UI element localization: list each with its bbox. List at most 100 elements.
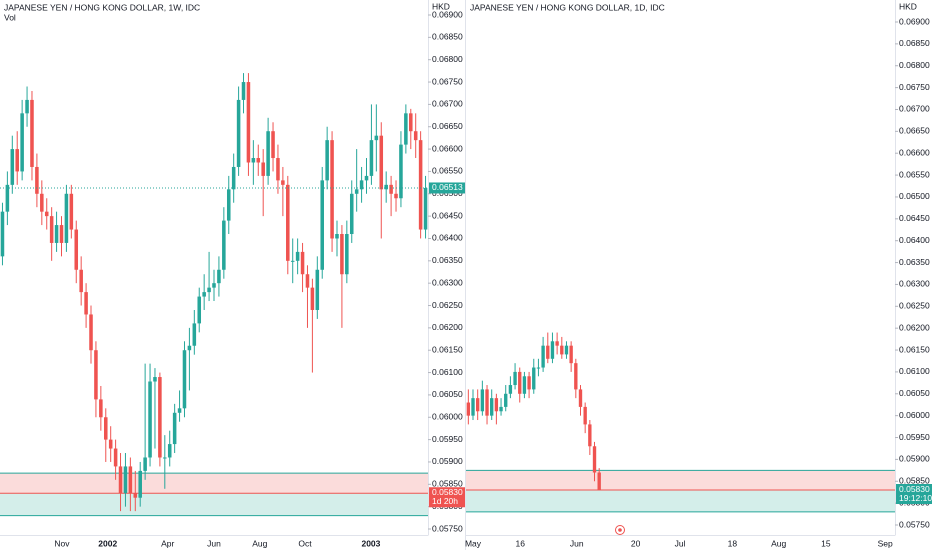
candle-body	[84, 292, 88, 315]
candle-body	[286, 184, 290, 261]
price-badge-label: 0.05830	[432, 487, 463, 497]
y-tick-label: 0.06100	[899, 366, 930, 376]
candle-body	[89, 314, 93, 351]
candle-body	[54, 225, 59, 243]
candle-body	[310, 287, 315, 310]
candle-body	[25, 99, 29, 114]
chart-title: JAPANESE YEN / HONG KONG DOLLAR, 1D, IDC	[470, 2, 665, 12]
candle-body	[354, 189, 359, 194]
y-tick-label: 0.06300	[899, 279, 930, 289]
y-tick-label: 0.06850	[432, 32, 463, 42]
candle-body	[290, 260, 295, 262]
candle-body	[118, 466, 123, 494]
candle-body	[35, 166, 39, 194]
y-tick-label: 0.06000	[432, 412, 463, 422]
candle-body	[15, 149, 19, 172]
candle-body	[574, 363, 578, 390]
candle-body	[494, 398, 499, 412]
x-tick-label: Apr	[161, 538, 174, 548]
y-tick-label: 0.06550	[899, 169, 930, 179]
y-tick-label: 0.05900	[432, 456, 463, 466]
candle-body	[518, 371, 522, 394]
candle-body	[418, 140, 423, 230]
y-tick-label: 0.06150	[432, 344, 463, 354]
candle-body	[143, 457, 147, 471]
zone	[466, 490, 895, 512]
y-tick-label: 0.06000	[899, 410, 930, 420]
candle-body	[113, 448, 118, 467]
y-tick-label: 0.06050	[432, 389, 463, 399]
candle-body	[202, 292, 206, 297]
candle-body	[246, 82, 251, 163]
candle-body	[315, 269, 320, 310]
y-tick-label: 0.06450	[899, 213, 930, 223]
x-tick-label: 15	[821, 538, 831, 548]
candle-body	[335, 234, 339, 239]
y-tick-label: 0.06450	[432, 210, 463, 220]
candle-body	[30, 99, 34, 167]
candle-body	[364, 175, 369, 181]
y-tick-label: 0.06250	[432, 300, 463, 310]
x-tick-label: 16	[515, 538, 525, 548]
y-tick-label: 0.06500	[899, 191, 930, 201]
y-tick-label: 0.06850	[899, 38, 930, 48]
candle-body	[374, 135, 379, 141]
y-tick-label: 0.06200	[899, 322, 930, 332]
candle-body	[94, 350, 98, 400]
x-tick-label: Aug	[252, 538, 267, 548]
candle-body	[508, 385, 513, 394]
candle-body	[49, 216, 54, 243]
candle-body	[128, 466, 133, 494]
candle-body	[379, 135, 384, 190]
zone	[466, 470, 895, 491]
candle-body	[504, 393, 508, 407]
last-price-label: 0.06513	[432, 182, 463, 192]
price-badge	[429, 487, 465, 508]
candle-body	[340, 234, 344, 275]
y-tick-label: 0.06700	[899, 104, 930, 114]
candle-body	[404, 113, 408, 145]
y-tick-label: 0.06650	[899, 126, 930, 136]
y-tick-label: 0.06750	[432, 76, 463, 86]
price-badge	[896, 484, 932, 505]
candle-body	[345, 234, 349, 275]
y-tick-label: 0.06600	[432, 143, 463, 153]
x-tick-label: 2002	[98, 538, 117, 548]
candle-body	[138, 470, 142, 498]
y-tick-label: 0.06700	[432, 99, 463, 109]
axis-unit: HKD	[899, 1, 917, 11]
candle-body	[182, 350, 187, 409]
candle-body	[513, 371, 517, 386]
countdown-label: 1d 20h	[432, 496, 458, 506]
candle-body	[0, 211, 5, 257]
y-tick-label: 0.06800	[432, 54, 463, 64]
candle-body	[490, 398, 494, 416]
y-tick-label: 0.05750	[899, 519, 930, 529]
y-tick-label: 0.06150	[899, 344, 930, 354]
x-tick-label: 2003	[361, 538, 380, 548]
indicator-label: Vol	[4, 12, 16, 22]
candle-body	[588, 424, 592, 447]
y-tick-label: 0.06250	[899, 301, 930, 311]
candle-body	[384, 184, 388, 190]
candle-body	[108, 439, 113, 449]
candle-body	[197, 296, 202, 324]
candle-body	[20, 113, 24, 172]
countdown-label: 19:12:10	[899, 493, 932, 503]
candle-body	[369, 140, 374, 176]
candle-body	[99, 399, 103, 418]
candle-body	[133, 493, 138, 498]
x-tick-label: Jun	[570, 538, 584, 548]
candle-body	[536, 367, 541, 369]
candle-body	[295, 251, 300, 261]
candle-body	[251, 158, 256, 163]
event-icon[interactable]	[615, 525, 625, 535]
candle-body	[158, 377, 162, 458]
x-tick-label: Jun	[207, 538, 221, 548]
x-tick-label: Sep	[878, 538, 893, 548]
x-tick-label: Aug	[771, 538, 786, 548]
candle-body	[74, 229, 79, 270]
axis-unit: HKD	[432, 1, 450, 11]
candle-body	[217, 269, 221, 284]
